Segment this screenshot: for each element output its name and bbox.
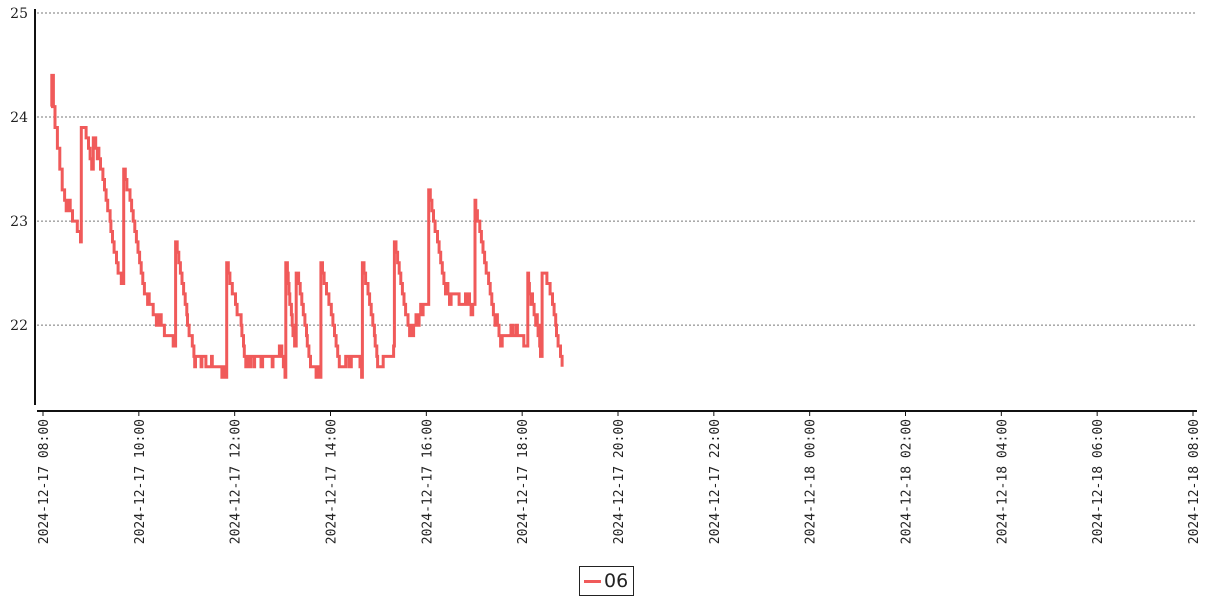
x-tick-label: 2024-12-17 12:00 — [229, 419, 244, 544]
y-tick-label: 23 — [10, 214, 28, 230]
legend: 06 — [579, 566, 635, 596]
x-tick-label: 2024-12-18 00:00 — [804, 419, 819, 544]
x-tick-label: 2024-12-17 14:00 — [325, 419, 340, 544]
y-tick-label: 24 — [10, 110, 28, 126]
x-tick-label: 2024-12-17 10:00 — [133, 419, 148, 544]
legend-swatch — [584, 579, 601, 583]
series-line-06 — [50, 73, 564, 379]
x-tick-label: 2024-12-18 06:00 — [1091, 419, 1106, 544]
y-tick-label: 25 — [10, 6, 28, 22]
x-tick-labels: 2024-12-17 08:00 2024-12-17 10:00 2024-12-… — [37, 411, 1202, 544]
legend-label: 06 — [604, 570, 629, 592]
y-tick-label: 22 — [10, 318, 28, 334]
series-group — [50, 73, 564, 379]
gridlines — [37, 12, 1196, 326]
axes — [34, 9, 1197, 412]
x-tick-label: 2024-12-17 16:00 — [420, 419, 435, 544]
x-tick-label: 2024-12-18 04:00 — [995, 419, 1010, 544]
x-tick-label: 2024-12-17 22:00 — [708, 419, 723, 544]
x-tick-label: 2024-12-18 02:00 — [900, 419, 915, 544]
x-tick-label: 2024-12-17 08:00 — [37, 419, 52, 544]
y-tick-labels: 22 23 24 25 — [10, 6, 28, 334]
x-tick-label: 2024-12-18 08:00 — [1187, 419, 1202, 544]
x-tick-label: 2024-12-17 20:00 — [612, 419, 627, 544]
x-tick-label: 2024-12-17 18:00 — [516, 419, 531, 544]
